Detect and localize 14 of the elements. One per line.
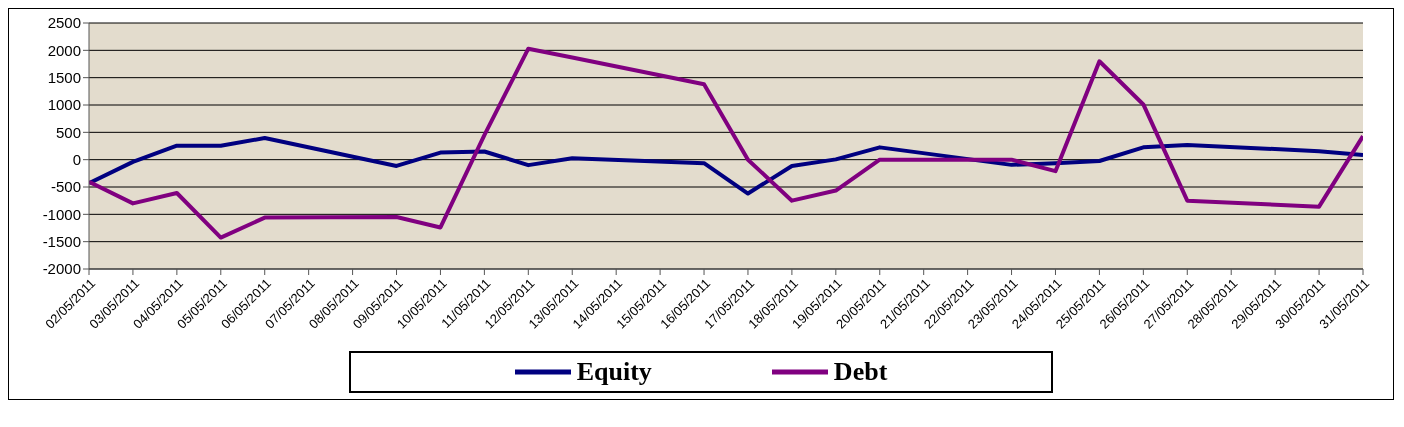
y-tick-label: 1500: [47, 68, 81, 86]
y-tick-label: -1500: [42, 232, 81, 250]
legend-label: Equity: [576, 357, 652, 387]
y-tick-label: 1000: [47, 96, 81, 114]
y-tick-label: 500: [55, 123, 81, 141]
legend-label: Debt: [833, 357, 888, 387]
y-tick-label: 2500: [47, 14, 81, 32]
y-tick-label: -1000: [42, 205, 81, 223]
y-tick-label: 0: [72, 150, 81, 168]
line-series: [89, 46, 1363, 240]
y-tick-label: -2000: [42, 260, 81, 278]
y-tick-label: -500: [50, 178, 81, 196]
line-series: [89, 136, 1363, 196]
y-tick-label: 2000: [47, 41, 81, 59]
